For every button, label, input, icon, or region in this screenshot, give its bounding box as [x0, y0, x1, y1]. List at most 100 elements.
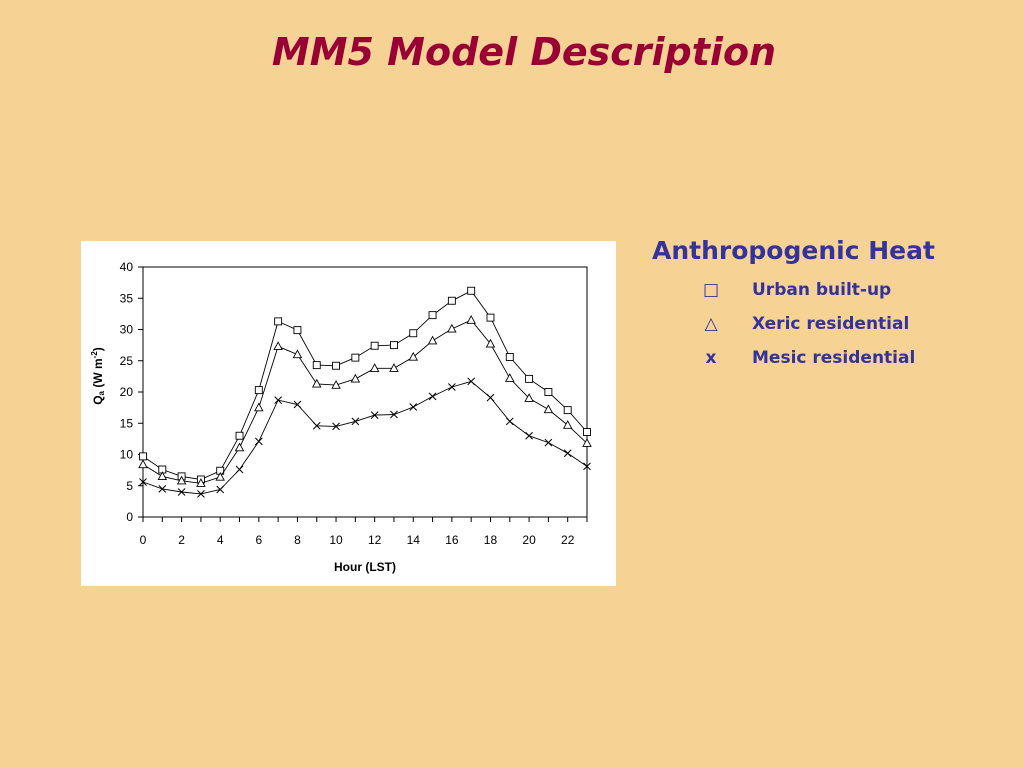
data-point-xeric-residential [157, 471, 168, 481]
data-point-mesic-residential [390, 410, 398, 419]
data-point-urban-built-up [544, 388, 553, 396]
data-point-xeric-residential [292, 349, 303, 359]
y-tick-label: 35 [120, 291, 134, 305]
data-point-xeric-residential [215, 471, 225, 481]
chart-panel: 0 5 10 15 20 25 30 35 40 0 2 4 6 8 10 12 14 16 18 20 22 Hour… [81, 241, 616, 586]
data-point-xeric-residential [524, 393, 534, 402]
data-point-mesic-residential [428, 392, 437, 401]
square-marker-icon: □ [702, 280, 720, 300]
data-point-mesic-residential [525, 431, 533, 440]
legend-label: Urban built-up [752, 280, 892, 300]
data-point-xeric-residential [138, 459, 148, 469]
data-point-mesic-residential [563, 449, 572, 458]
data-point-urban-built-up [563, 406, 572, 415]
data-point-urban-built-up [235, 431, 244, 440]
y-tick-label: 40 [120, 260, 134, 274]
legend-label: Xeric residential [752, 314, 910, 334]
legend-label: Mesic residential [752, 348, 916, 368]
data-point-mesic-residential [312, 421, 321, 430]
data-point-xeric-residential [427, 335, 438, 345]
data-point-urban-built-up [332, 361, 340, 370]
y-tick-label: 25 [120, 354, 134, 368]
data-point-urban-built-up [274, 317, 283, 326]
data-point-mesic-residential [293, 400, 302, 409]
y-tick-label: 30 [120, 323, 134, 337]
data-point-urban-built-up [139, 452, 147, 461]
legend-item-urban-built-up: □ Urban built-up [652, 279, 1012, 313]
data-point-xeric-residential [582, 438, 592, 447]
data-point-mesic-residential [274, 396, 282, 404]
cross-marker-icon: x [705, 348, 717, 368]
data-point-xeric-residential [389, 363, 399, 372]
data-point-mesic-residential [448, 383, 456, 391]
data-point-mesic-residential [235, 465, 244, 474]
data-point-xeric-residential [466, 314, 476, 324]
data-point-mesic-residential [370, 411, 379, 419]
y-tick-label: 15 [120, 416, 134, 430]
data-point-urban-built-up [390, 341, 398, 350]
x-tick-label: 18 [484, 533, 498, 547]
x-tick-label: 14 [407, 533, 421, 547]
data-point-urban-built-up [525, 374, 534, 383]
data-point-mesic-residential [467, 377, 476, 386]
data-point-urban-built-up [351, 353, 360, 362]
y-axis-title: Qa (W m-2) [90, 347, 106, 405]
data-point-xeric-residential [254, 402, 264, 412]
data-point-xeric-residential [485, 338, 496, 348]
data-point-xeric-residential [196, 478, 206, 487]
legend-item-xeric-residential: △ Xeric residential [652, 313, 1012, 347]
data-point-mesic-residential [351, 417, 360, 426]
y-tick-label: 20 [120, 385, 134, 399]
data-point-urban-built-up [370, 341, 379, 350]
triangle-marker-icon: △ [704, 314, 718, 334]
data-point-mesic-residential [254, 437, 263, 446]
data-point-urban-built-up [409, 329, 418, 338]
x-tick-label: 2 [178, 533, 185, 547]
data-point-urban-built-up [293, 326, 302, 335]
x-tick-label: 10 [329, 533, 343, 547]
y-tick-label: 10 [120, 448, 134, 462]
data-point-xeric-residential [369, 363, 380, 372]
data-point-xeric-residential [447, 323, 457, 333]
x-tick-label: 12 [368, 533, 382, 547]
data-point-mesic-residential [158, 485, 167, 493]
data-point-xeric-residential [234, 442, 245, 452]
data-point-xeric-residential [408, 351, 419, 361]
x-tick-label: 20 [522, 533, 536, 547]
data-point-xeric-residential [350, 373, 361, 383]
data-point-mesic-residential [139, 478, 147, 486]
data-point-xeric-residential [505, 373, 515, 382]
legend-heading: Anthropogenic Heat [652, 236, 935, 265]
data-point-urban-built-up [312, 361, 321, 370]
data-point-xeric-residential [562, 419, 573, 429]
series-line-xeric-residential [142, 319, 588, 484]
x-tick-label: 0 [140, 533, 147, 547]
y-tick-label: 0 [126, 510, 133, 524]
legend-item-mesic-residential: x Mesic residential [652, 347, 1012, 381]
data-point-urban-built-up [583, 428, 591, 436]
slide-title: MM5 Model Description [271, 30, 777, 74]
data-point-urban-built-up [467, 286, 476, 295]
data-point-xeric-residential [273, 341, 283, 351]
series-line-mesic-residential [142, 380, 588, 495]
data-point-urban-built-up [505, 353, 514, 361]
x-axis-title: Hour (LST) [334, 560, 396, 574]
data-point-mesic-residential [216, 485, 225, 494]
legend-panel: Anthropogenic Heat □ Urban built-up △ Xe… [652, 236, 1012, 381]
data-point-mesic-residential [486, 393, 495, 402]
y-tick-label: 5 [126, 479, 133, 493]
data-point-mesic-residential [583, 462, 591, 471]
x-tick-label: 22 [561, 533, 575, 547]
x-tick-label: 6 [255, 533, 262, 547]
data-point-mesic-residential [505, 417, 514, 426]
plot-frame [142, 266, 588, 518]
x-tick-label: 4 [217, 533, 224, 547]
data-point-mesic-residential [409, 403, 418, 411]
data-point-urban-built-up [486, 313, 495, 322]
data-point-xeric-residential [543, 404, 554, 414]
data-point-mesic-residential [544, 438, 553, 447]
data-point-xeric-residential [176, 475, 187, 485]
series-line-urban-built-up [142, 290, 588, 480]
x-tick-label: 16 [445, 533, 459, 547]
data-point-xeric-residential [331, 379, 341, 389]
